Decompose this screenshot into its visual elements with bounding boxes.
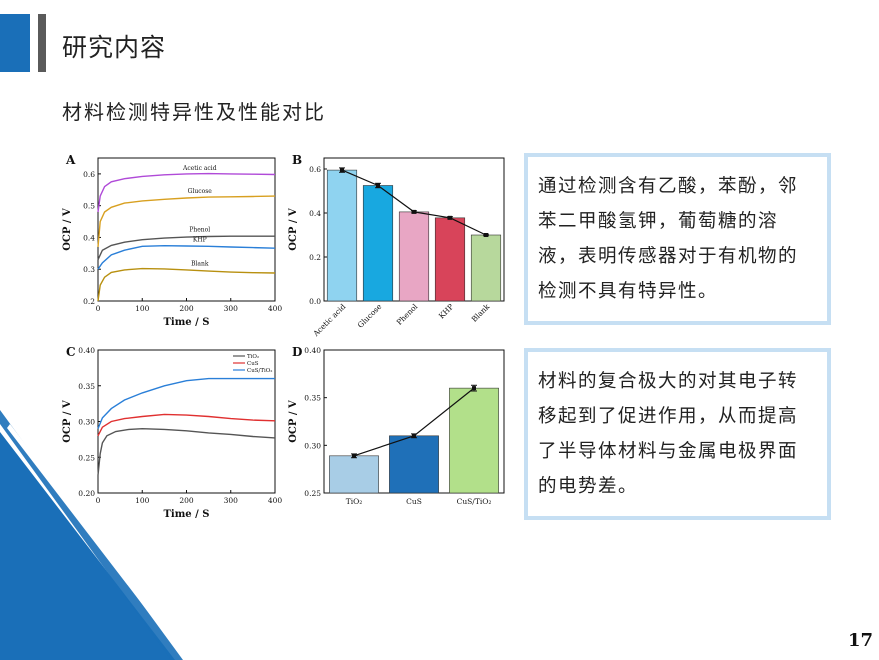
legend-label: CuS/TiO₂: [247, 368, 273, 374]
y-axis-label: OCP / V: [62, 400, 73, 443]
trend-point: [352, 453, 356, 458]
panel-letter-b: B: [292, 153, 302, 167]
legend-label: TiO₂: [247, 354, 259, 360]
category-label: Blank: [470, 302, 492, 324]
x-axis-label: Time / S: [163, 509, 209, 520]
x-tick-label: 200: [179, 304, 194, 313]
category-label: KHP: [437, 302, 456, 321]
trend-point: [412, 433, 416, 438]
slide-title: 研究内容: [62, 33, 167, 62]
series-label: Blank: [191, 260, 209, 267]
series-label: KHP: [193, 236, 207, 243]
y-tick-label: 0.25: [78, 453, 95, 462]
x-axis-label: Time / S: [163, 317, 209, 328]
series-line-1: [97, 195, 276, 248]
chart-panel-d: D OCP / V 0.25 0.30 0.35 0.40 TiO₂ CuS CuS/TiO₂: [288, 345, 505, 506]
series-label: Phenol: [189, 227, 210, 234]
slide-subtitle: 材料检测特异性及性能对比: [62, 100, 326, 124]
bar-1: [362, 185, 394, 302]
y-tick-label: 0.2: [83, 297, 95, 306]
y-axis-label: OCP / V: [288, 208, 299, 251]
x-tick-label: 0: [96, 496, 101, 505]
x-tick-label: 100: [135, 304, 150, 313]
y-tick-label: 0.4: [83, 233, 95, 242]
trend-point: [340, 168, 344, 173]
description-box-composite: 材料的复合极大的对其电子转移起到了促进作用，从而提高了半导体材料与金属电极界面的…: [524, 348, 831, 520]
y-tick-label: 0.2: [309, 253, 321, 262]
series-line-2: [97, 235, 275, 260]
y-tick-label: 0.6: [309, 165, 321, 174]
series-label: Acetic acid: [182, 165, 217, 172]
series-line-2: [97, 377, 275, 429]
x-tick-label: 100: [135, 496, 150, 505]
chart-panel-b: B OCP / V 0.0 0.2 0.4 0.6 Acetic acid Glucose Ph…: [288, 153, 505, 339]
category-label: Glucose: [356, 302, 384, 330]
series-line-4: [97, 267, 276, 302]
trend-point: [376, 183, 380, 188]
trend-point: [412, 209, 416, 214]
category-label: Acetic acid: [311, 302, 348, 339]
y-tick-label: 0.20: [78, 489, 95, 498]
trend-point: [484, 233, 488, 237]
bar-4: [470, 234, 502, 302]
panel-letter-d: D: [292, 345, 302, 359]
legend-label: CuS: [247, 361, 259, 367]
y-tick-label: 0.40: [78, 346, 95, 355]
description-text-specificity: 通过检测含有乙酸，苯酚，邻苯二甲酸氢钾，葡萄糖的溶液，表明传感器对于有机物的检测…: [538, 176, 799, 302]
category-label: Phenol: [395, 302, 420, 327]
y-tick-label: 0.6: [83, 170, 95, 179]
x-tick-label: 300: [224, 496, 239, 505]
y-tick-label: 0.35: [78, 382, 95, 391]
y-tick-label: 0.0: [309, 297, 321, 306]
description-text-composite: 材料的复合极大的对其电子转移起到了促进作用，从而提高了半导体材料与金属电极界面的…: [538, 371, 799, 497]
category-label: CuS/TiO₂: [457, 497, 492, 506]
bar-2: [398, 211, 430, 302]
y-tick-label: 0.25: [304, 489, 321, 498]
y-tick-label: 0.4: [309, 209, 321, 218]
series-line-0: [97, 427, 276, 476]
page-number: 17: [848, 630, 874, 651]
x-tick-label: 400: [268, 304, 283, 313]
y-tick-label: 0.40: [304, 346, 321, 355]
trend-point: [472, 386, 476, 391]
title-accent-bar: [0, 14, 30, 72]
bar-0: [326, 169, 358, 302]
panel-letter-c: C: [66, 345, 76, 359]
series-line-3: [97, 244, 276, 270]
chart-panel-c: C OCP / V 0.20 0.25 0.30 0.35 0.40 0 100 200 300 40…: [62, 345, 283, 520]
bar-0: [329, 455, 379, 494]
category-label: TiO₂: [346, 497, 363, 506]
plot-frame: [97, 157, 276, 302]
x-tick-label: 300: [224, 304, 239, 313]
x-tick-label: 400: [268, 496, 283, 505]
y-axis-label: OCP / V: [288, 400, 299, 443]
series-line-1: [97, 413, 276, 437]
x-tick-label: 200: [179, 496, 194, 505]
bar-2: [449, 387, 499, 494]
y-tick-label: 0.35: [304, 394, 321, 403]
y-tick-label: 0.30: [78, 418, 95, 427]
series-line-0: [97, 172, 276, 213]
panel-letter-a: A: [65, 153, 76, 167]
y-axis-label: OCP / V: [62, 208, 73, 251]
y-tick-label: 0.5: [83, 202, 95, 211]
series-label: Glucose: [188, 188, 213, 195]
bar-3: [434, 217, 466, 302]
y-tick-label: 0.30: [304, 441, 321, 450]
y-tick-label: 0.3: [83, 265, 95, 274]
bar-1: [389, 435, 439, 494]
title-divider-bar: [38, 14, 46, 72]
category-label: CuS: [406, 497, 422, 506]
description-box-specificity: 通过检测含有乙酸，苯酚，邻苯二甲酸氢钾，葡萄糖的溶液，表明传感器对于有机物的检测…: [524, 153, 831, 325]
chart-panel-a: A OCP / V 0.2 0.3 0.4 0.5 0.6 0 100 200 300 400 Time…: [62, 153, 283, 328]
trend-point: [448, 215, 452, 220]
x-tick-label: 0: [96, 304, 101, 313]
